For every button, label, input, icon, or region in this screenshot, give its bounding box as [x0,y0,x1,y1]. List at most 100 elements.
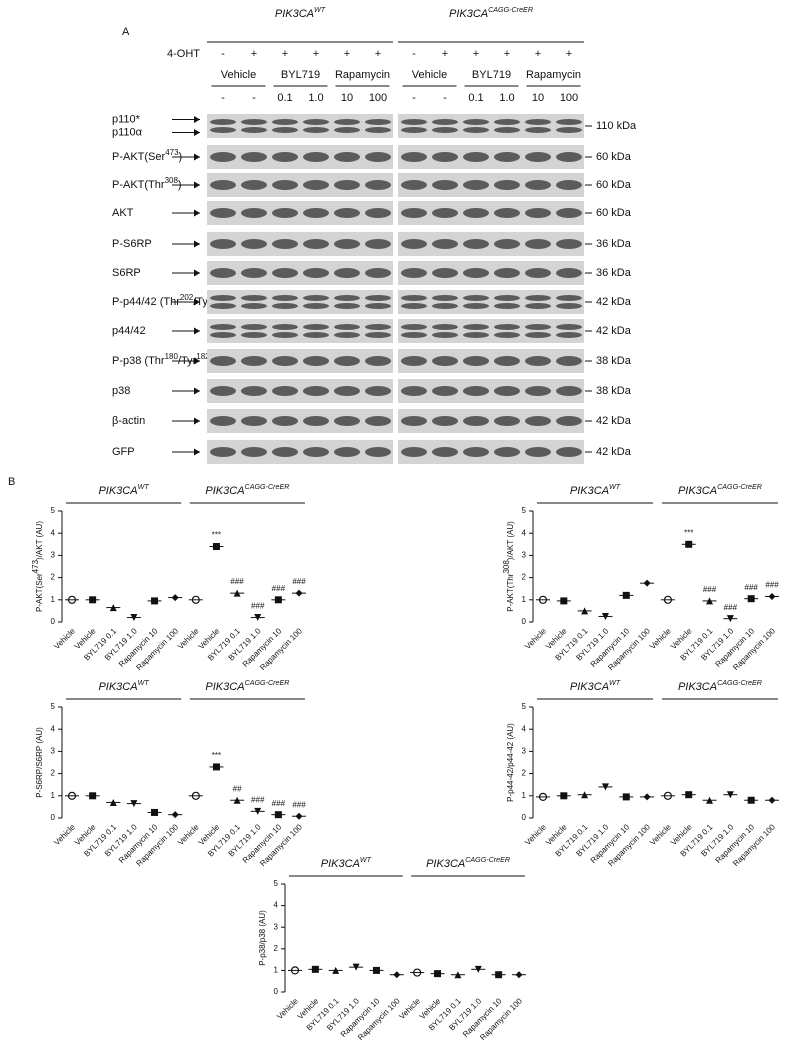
blot-band [241,208,267,218]
blot-band [210,303,236,309]
blot-band [334,119,360,125]
blot-band [334,447,360,457]
text-part: GFP [112,446,135,458]
blot-band [432,447,458,457]
blot-band [272,416,298,426]
x-tick-label: Vehicle [52,822,77,847]
significance: ### [292,800,306,809]
row-label: P-AKT(Ser473) [112,148,182,163]
group-label: PIK3CAWT [98,483,149,497]
superscript: WT [138,679,150,687]
arrow-head [194,129,200,136]
y-tick-label: 3 [522,747,527,756]
sign: - [221,48,225,60]
blot-band [494,386,520,396]
sign: + [344,48,350,60]
blot-band [210,356,236,366]
text-part: PIK3CA [426,858,465,870]
point [212,763,220,771]
blot-band [401,180,427,190]
blot-band [210,332,236,338]
row-label: P-S6RP [112,238,152,250]
x-tick-label: Vehicle [176,626,201,651]
sign: + [473,48,479,60]
point [233,589,241,597]
dose: 0.1 [277,92,292,104]
y-tick-label: 1 [51,595,56,604]
point [747,595,755,603]
point [130,614,138,622]
dose: 0.1 [468,92,483,104]
dose: - [443,92,447,104]
superscript: 308 [165,176,179,185]
blot-band [303,119,329,125]
blot-band [210,152,236,162]
sign: + [251,48,257,60]
x-tick-label: Vehicle [176,822,201,847]
superscript: CAGG-CreER [717,483,762,491]
blot-band [334,303,360,309]
blot-band [525,152,551,162]
blot-band [241,356,267,366]
text-part: )/AKT (AU) [506,521,515,560]
dose: 10 [341,92,353,104]
blot-band [241,447,267,457]
blot-bg [207,261,393,285]
significance: ### [745,583,759,592]
arrow-head [194,181,200,189]
point [747,796,755,804]
x-tick-label: Vehicle [648,822,673,847]
treatment: Rapamycin [335,69,390,81]
blot-bg [207,173,393,197]
y-tick-label: 1 [522,595,527,604]
point [191,791,200,800]
blot-band [463,324,489,330]
y-tick-label: 4 [274,901,279,910]
blot-band [334,295,360,301]
significance: *** [212,531,221,540]
text-part: )/AKT (AU) [35,521,44,560]
point [706,597,714,605]
blot-band [525,332,551,338]
blot-band [432,332,458,338]
y-axis-label: P-AKT(Ser473)/AKT (AU) [31,521,45,612]
blot-band [463,386,489,396]
blot-bg [207,319,393,343]
text-part: PIK3CA [98,681,137,693]
y-tick-label: 4 [51,528,56,537]
blot-band [272,324,298,330]
point [581,607,589,615]
y-tick-label: 5 [51,506,56,515]
text-part: PIK3CA [205,485,244,497]
point [191,595,200,604]
group-label: PIK3CACAGG-CreER [678,679,762,693]
row-size: 42 kDa [596,296,632,308]
point [685,540,693,548]
group-label: PIK3CACAGG-CreER [205,483,289,497]
y-tick-label: 4 [522,724,527,733]
blot-band [210,208,236,218]
blot-band [303,268,329,278]
text-part: PIK3CA [98,485,137,497]
row-size: 60 kDa [596,151,632,163]
blot-band [272,447,298,457]
blot-band [494,152,520,162]
row-size: 42 kDa [596,446,632,458]
treatment: Rapamycin [526,69,581,81]
point [233,796,241,804]
blot-band [463,152,489,162]
blot-band [401,295,427,301]
point [274,811,282,819]
point [274,596,282,604]
y-axis-label: P-p44-42/p44-42 (AU) [506,723,515,802]
blot-band [556,447,582,457]
row-size: 42 kDa [596,325,632,337]
x-tick-label: Vehicle [523,626,548,651]
blot-band [556,180,582,190]
blot-band [365,356,391,366]
point [295,589,303,597]
superscript: 473 [165,148,179,157]
blot-band [303,332,329,338]
blot-band [463,416,489,426]
superscript: CAGG-CreER [488,6,533,14]
